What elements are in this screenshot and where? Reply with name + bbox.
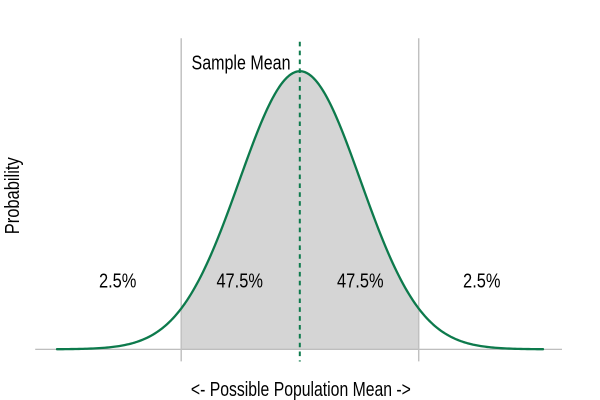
svg-text:Probability: Probability	[2, 157, 24, 234]
svg-text:47.5%: 47.5%	[216, 270, 263, 292]
svg-text:<- Possible Population Mean ->: <- Possible Population Mean ->	[191, 379, 411, 400]
svg-text:47.5%: 47.5%	[337, 270, 384, 292]
svg-text:2.5%: 2.5%	[463, 270, 501, 292]
svg-text:Sample Mean: Sample Mean	[192, 53, 291, 75]
svg-text:2.5%: 2.5%	[99, 270, 137, 292]
